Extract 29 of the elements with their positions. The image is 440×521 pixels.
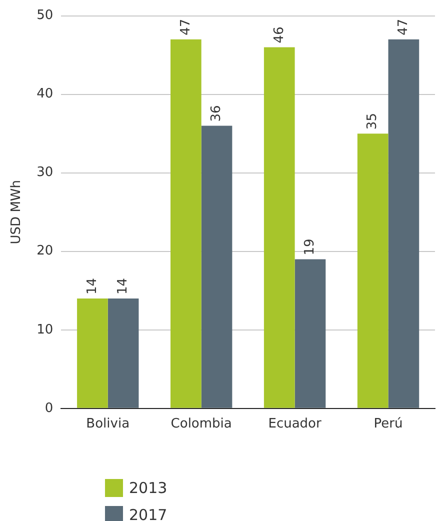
bar	[264, 47, 295, 408]
data-label: 35	[365, 113, 380, 130]
data-label: 19	[302, 238, 318, 256]
x-tick-label: Colombia	[170, 416, 232, 432]
bar	[294, 259, 326, 408]
bar	[388, 39, 420, 408]
y-tick-label: 10	[36, 322, 54, 338]
bar	[357, 134, 388, 408]
x-tick-label: Ecuador	[268, 416, 322, 432]
y-tick-label: 30	[36, 165, 54, 180]
y-axis-title: USD MWh	[9, 180, 24, 244]
data-label: 14	[84, 278, 100, 294]
data-label: 47	[396, 18, 412, 36]
x-tick-label: Perú	[374, 416, 403, 432]
data-label: 47	[178, 18, 194, 36]
data-label: 14	[116, 278, 131, 294]
legend-label: 2017	[129, 506, 168, 521]
y-tick-label: 0	[44, 400, 54, 416]
bar	[170, 39, 202, 408]
data-label: 46	[272, 26, 287, 44]
bar	[77, 298, 108, 408]
bar	[201, 126, 232, 408]
x-tick-label: Bolivia	[86, 416, 130, 432]
y-tick-label: 20	[36, 244, 54, 259]
y-tick-label: 50	[36, 8, 54, 24]
bar	[108, 298, 139, 408]
legend-label: 2013	[129, 478, 168, 496]
y-tick-label: 40	[36, 86, 54, 102]
data-label: 36	[209, 105, 224, 122]
